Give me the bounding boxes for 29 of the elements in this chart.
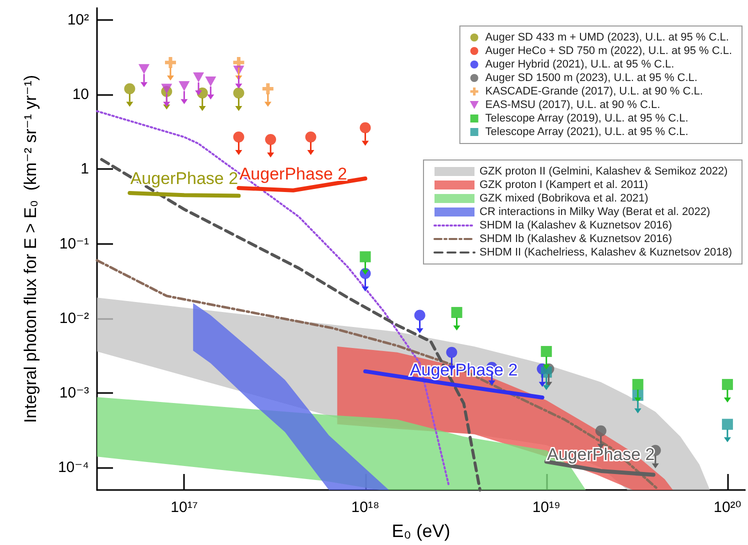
y-axis-title: Integral photon flux for E > E₀ (km⁻² sr⁻¹ yr⁻¹) [21,74,40,424]
legend-label: SHDM II (Kachelriess, Kalashev & Kuznetsov 2018) [480,246,732,258]
legend-label: GZK proton II (Gelmini, Kalashev & Semikoz 2022) [480,166,728,178]
y-tick-label: 10⁻³ [59,384,89,402]
series-label: AugerPhase 2 [239,164,348,184]
legend-label: Auger Hybrid (2021), U.L. at 95 % C.L. [485,58,674,70]
legend-label: GZK mixed (Bobrikova et al. 2021) [480,192,648,204]
y-tick-label: 10⁻⁴ [58,459,89,476]
x-tick-label: 10¹⁹ [532,499,560,516]
legend-label: Auger SD 1500 m (2023), U.L. at 95 % C.L. [485,72,698,84]
y-tick-label: 10 [72,86,89,104]
legend-label: KASCADE-Grande (2017), U.L. at 90 % C.L. [485,86,703,98]
x-axis-title: E₀ (eV) [392,521,450,541]
x-tick-label: 10¹⁷ [170,499,198,516]
y-tick-label: 10⁻¹ [59,235,89,252]
legend-label: GZK proton I (Kampert et al. 2011) [480,179,648,191]
legend-label: SHDM Ia (Kalashev & Kuznetsov 2016) [480,220,672,232]
legend-label: Telescope Array (2019), U.L. at 95 % C.L. [485,112,688,124]
legend-label: CR interactions in Milky Way (Berat et al. 2022) [480,206,710,218]
y-tick-label: 10² [67,12,89,29]
x-tick-label: 10²⁰ [714,499,742,516]
legend-label: EAS-MSU (2017), U.L. at 90 % C.L. [485,99,660,111]
legend-label: Auger HeCo + SD 750 m (2022), U.L. at 95 % C.L. [485,45,732,57]
legend-label: SHDM Ib (Kalashev & Kuznetsov 2016) [480,233,672,245]
x-tick-label: 10¹⁸ [351,499,380,516]
y-tick-label: 10⁻² [59,310,89,327]
y-tick-label: 1 [80,160,89,178]
legend-label: Auger SD 433 m + UMD (2023), U.L. at 95 % C.L. [485,32,729,44]
legend-label: Telescope Array (2021), U.L. at 95 % C.L. [485,126,688,138]
